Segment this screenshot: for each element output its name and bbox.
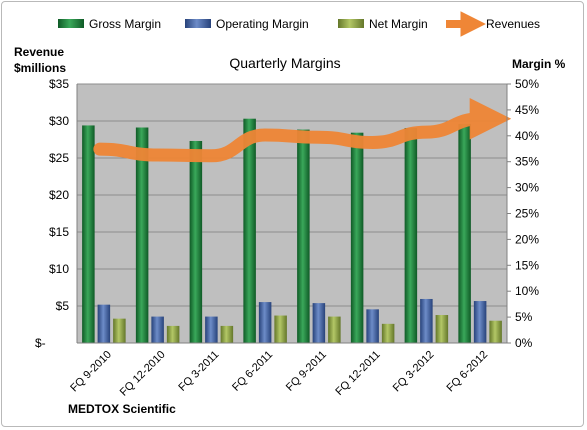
bar-operating-margin-fq-9-2010	[97, 304, 111, 343]
bar-gross-margin-fq-9-2011	[297, 129, 310, 343]
left-axis: $- $5 $10 $15 $20 $25 $30 $35	[35, 77, 78, 350]
bar-net-margin-fq-12-2010	[166, 325, 180, 343]
x-tick-label: FQ 12-2011	[333, 349, 382, 398]
bar-gross-margin-fq-3-2011	[189, 140, 203, 343]
bar-net-margin-fq-3-2012	[435, 315, 449, 343]
bar-operating-margin-fq-3-2012	[420, 298, 433, 343]
bar-net-margin-fq-12-2011	[381, 323, 395, 343]
bar-series	[82, 118, 502, 344]
left-tick-label: $30	[49, 114, 69, 128]
x-tick-label: FQ 9-2010	[68, 349, 114, 395]
right-tick-label: 5%	[515, 310, 533, 324]
legend-swatch-gross-margin	[58, 19, 84, 28]
legend-label-revenues: Revenues	[486, 17, 540, 31]
left-tick-label: $10	[49, 262, 69, 276]
right-tick-label: 50%	[515, 77, 539, 91]
right-tick-label: 30%	[515, 181, 539, 195]
x-tick-label: FQ 6-2012	[445, 349, 491, 395]
right-tick-label: 20%	[515, 232, 539, 246]
bar-operating-margin-fq-6-2012	[473, 301, 487, 343]
left-tick-label: $5	[56, 299, 70, 313]
legend-label-gross-margin: Gross Margin	[89, 17, 161, 31]
left-axis-label-line2: $millions	[14, 61, 66, 75]
left-tick-label: $20	[49, 188, 69, 202]
x-tick-label: FQ 6-2011	[230, 349, 275, 394]
bar-gross-margin-fq-12-2011	[350, 132, 364, 343]
left-tick-label: $-	[35, 336, 46, 350]
bar-operating-margin-fq-12-2011	[366, 309, 379, 343]
left-tick-label: $25	[49, 151, 69, 165]
bar-net-margin-fq-6-2012	[489, 320, 502, 343]
bar-operating-margin-fq-9-2011	[312, 303, 326, 343]
right-tick-label: 35%	[515, 155, 539, 169]
x-axis: FQ 9-2010 FQ 12-2010 FQ 3-2011 FQ 6-2011 FQ …	[68, 342, 507, 399]
bar-gross-margin-fq-6-2011	[243, 118, 256, 344]
legend: Gross Margin Operating Margin Net Margin…	[58, 11, 540, 37]
left-axis-label-line1: Revenue	[14, 45, 64, 59]
bar-operating-margin-fq-12-2010	[151, 316, 164, 343]
bar-net-margin-fq-9-2010	[113, 318, 126, 343]
bar-net-margin-fq-9-2011	[328, 316, 341, 343]
right-tick-label: 45%	[515, 103, 539, 117]
right-tick-label: 25%	[515, 207, 539, 221]
left-tick-label: $15	[49, 225, 69, 239]
legend-label-net-margin: Net Margin	[369, 17, 428, 31]
bar-operating-margin-fq-6-2011	[258, 302, 272, 343]
bar-net-margin-fq-3-2011	[220, 325, 234, 343]
right-axis-label: Margin %	[512, 57, 566, 71]
left-tick-label: $35	[49, 77, 69, 91]
x-tick-label: FQ 3-2012	[391, 349, 437, 395]
right-axis: 0% 5% 10% 15% 20% 25% 30% 35% 40% 45% 50%	[506, 77, 539, 350]
bar-gross-margin-fq-3-2012	[404, 128, 418, 343]
right-tick-label: 40%	[515, 129, 539, 143]
legend-swatch-operating-margin	[185, 19, 211, 28]
bar-gross-margin-fq-6-2012	[458, 123, 471, 343]
bar-operating-margin-fq-3-2011	[205, 316, 218, 343]
legend-label-operating-margin: Operating Margin	[216, 17, 309, 31]
right-tick-label: 15%	[515, 258, 539, 272]
right-tick-label: 0%	[515, 336, 533, 350]
chart-title: Quarterly Margins	[229, 55, 340, 71]
legend-swatch-net-margin	[338, 19, 364, 28]
right-tick-label: 10%	[515, 284, 539, 298]
x-tick-label: FQ 9-2011	[284, 349, 329, 394]
bar-gross-margin-fq-12-2010	[135, 127, 149, 344]
x-tick-label: FQ 12-2010	[118, 349, 168, 399]
revenues-line	[93, 97, 512, 163]
x-tick-label: FQ 3-2011	[176, 349, 221, 394]
company-name: MEDTOX Scientific	[68, 402, 176, 416]
bar-gross-margin-fq-9-2010	[82, 125, 95, 343]
bar-net-margin-fq-6-2011	[274, 315, 287, 343]
